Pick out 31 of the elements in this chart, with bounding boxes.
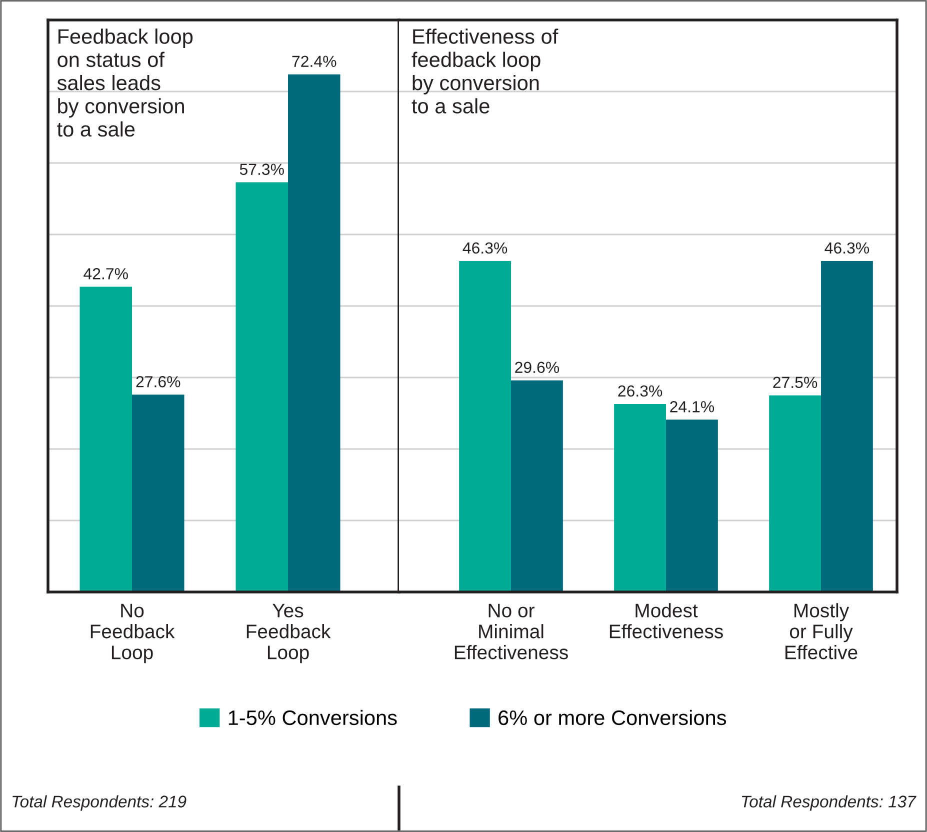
text: Total Respondents: 219 (12, 795, 186, 811)
data-label: 27.6% (136, 376, 180, 388)
data-label: 42.7% (84, 268, 128, 280)
data-label: 46.3% (462, 242, 508, 254)
x-tick-label: Modest Effectiveness (610, 603, 723, 638)
text: Total Respondents: 137 (742, 795, 916, 811)
data-label: 24.1% (670, 401, 714, 412)
bar (614, 404, 666, 592)
data-label: 46.3% (824, 242, 870, 254)
bar (666, 420, 718, 592)
data-label: 72.4% (292, 56, 336, 67)
x-tick-label: No or Minimal Effectiveness (454, 604, 568, 660)
bar (769, 395, 821, 592)
bar (132, 394, 184, 592)
text: Feedback loop on status of sales leads by conversion to a sale (57, 28, 193, 137)
data-label: 57.3% (240, 164, 284, 175)
bar (236, 182, 288, 592)
data-label: 29.6% (515, 362, 560, 374)
text: Effectiveness of feedback loop by conversion to a sale (412, 28, 558, 114)
legend-label: 6% or more Conversions (498, 710, 726, 726)
bar (80, 286, 132, 592)
bar (459, 260, 511, 592)
data-label: 27.5% (773, 376, 818, 388)
data-label: 26.3% (618, 385, 662, 397)
bar (288, 74, 340, 592)
legend-label: 1-5% Conversions (228, 710, 397, 726)
x-tick-label: Yes Feedback Loop (246, 604, 331, 664)
x-tick-label: Mostly or Fully Effective (785, 603, 858, 660)
x-tick-label: No Feedback Loop (90, 604, 175, 664)
bar (511, 380, 563, 592)
bar (821, 260, 873, 592)
